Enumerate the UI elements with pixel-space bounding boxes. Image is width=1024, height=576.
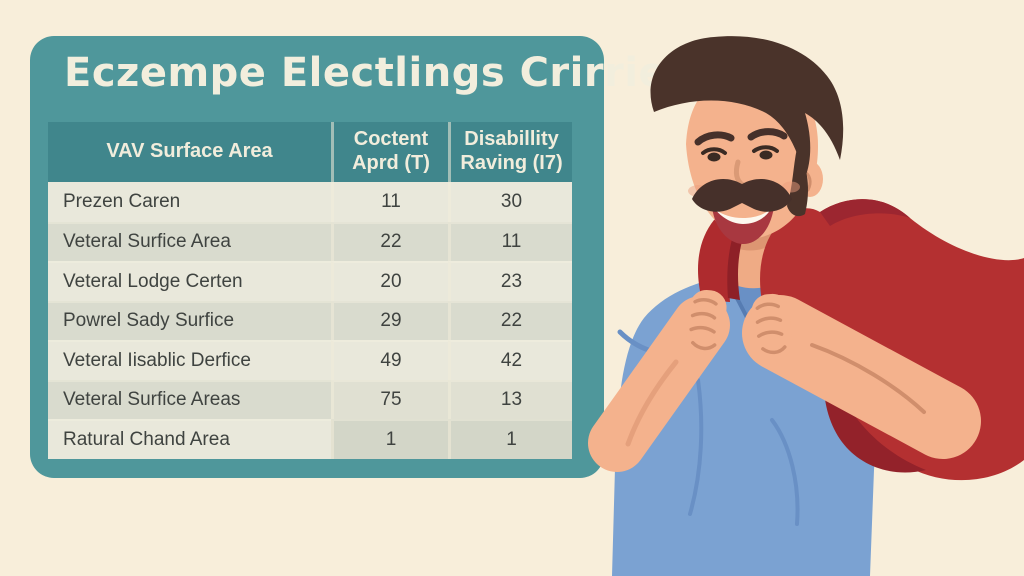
table-cell-label: Veteral Surfice Areas <box>48 379 331 419</box>
table-cell-raving: 22 <box>448 300 572 340</box>
column-header-raving: Disabillity Raving (I7) <box>448 122 572 182</box>
column-header-coctent: Coctent Aprd (T) <box>331 122 448 182</box>
column-header-surface-area: VAV Surface Area <box>48 122 331 182</box>
table-cell-coctent: 49 <box>331 340 448 380</box>
table-cell-raving: 23 <box>448 261 572 301</box>
character-mustache <box>692 178 792 212</box>
character-mouth <box>712 207 774 245</box>
panel-title: Eczempe Electlings Crirrie <box>64 50 667 96</box>
character-blush-right <box>782 181 800 193</box>
character-left-fist <box>686 289 727 355</box>
ratings-panel: Eczempe Electlings Crirrie VAV Surface A… <box>30 36 666 478</box>
character-hair <box>650 36 844 178</box>
character-teeth <box>715 209 771 224</box>
table-cell-label: Prezen Caren <box>48 182 331 222</box>
table-cell-raving: 11 <box>448 221 572 261</box>
table-cell-coctent: 20 <box>331 261 448 301</box>
character-left-arm <box>588 289 730 472</box>
table-cell-label: Powrel Sady Surfice <box>48 300 331 340</box>
character-right-fist <box>751 293 793 361</box>
table-cell-coctent: 22 <box>331 221 448 261</box>
table-cell-coctent: 1 <box>331 419 448 459</box>
character-eyebrows <box>694 128 788 146</box>
table-cell-label: Veteral Lodge Certen <box>48 261 331 301</box>
table-cell-coctent: 29 <box>331 300 448 340</box>
table-cell-raving: 42 <box>448 340 572 380</box>
ratings-table: VAV Surface Area Coctent Aprd (T) Disabi… <box>48 122 572 459</box>
table-cell-label: Veteral Iisablic Derfice <box>48 340 331 380</box>
character-sideburn <box>787 148 809 217</box>
table-cell-coctent: 11 <box>331 182 448 222</box>
table-cell-raving: 30 <box>448 182 572 222</box>
table-cell-raving: 1 <box>448 419 572 459</box>
character-eyes <box>701 145 779 162</box>
table-cell-coctent: 75 <box>331 379 448 419</box>
character-right-arm <box>742 293 981 459</box>
table-cell-label: Ratural Chand Area <box>48 419 331 459</box>
table-cell-label: Veteral Surfice Area <box>48 221 331 261</box>
table-cell-raving: 13 <box>448 379 572 419</box>
character-head <box>650 36 844 245</box>
